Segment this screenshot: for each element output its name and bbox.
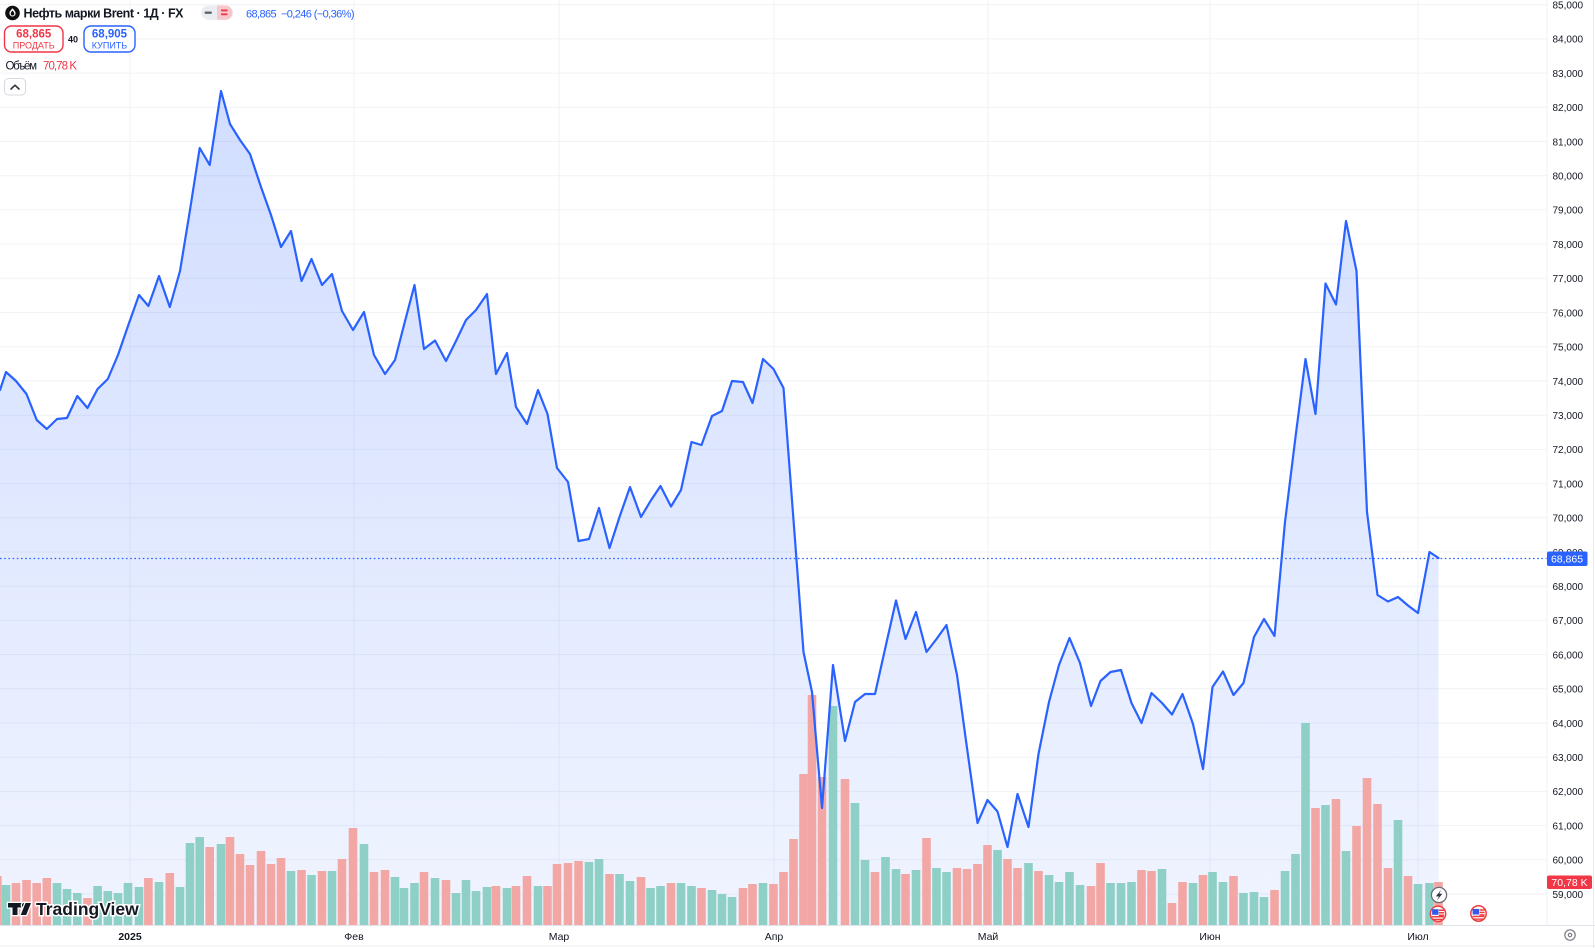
- svg-text:68,865: 68,865: [1551, 554, 1583, 566]
- svg-text:70,78 K: 70,78 K: [43, 61, 77, 73]
- svg-text:63,000: 63,000: [1553, 753, 1584, 764]
- svg-text:79,000: 79,000: [1553, 206, 1584, 217]
- svg-text:TradingView: TradingView: [36, 899, 139, 919]
- svg-text:82,000: 82,000: [1553, 103, 1584, 114]
- svg-text:68,865: 68,865: [16, 29, 52, 41]
- svg-text:62,000: 62,000: [1553, 787, 1584, 798]
- svg-text:Июл: Июл: [1407, 931, 1428, 943]
- svg-text:КУПИТЬ: КУПИТЬ: [92, 41, 127, 51]
- svg-text:84,000: 84,000: [1553, 35, 1584, 46]
- svg-text:83,000: 83,000: [1553, 69, 1584, 80]
- svg-text:Май: Май: [978, 931, 999, 943]
- svg-text:77,000: 77,000: [1553, 274, 1584, 285]
- svg-text:70,78 K: 70,78 K: [1551, 877, 1587, 889]
- svg-text:78,000: 78,000: [1553, 240, 1584, 251]
- svg-text:ПРОДАТЬ: ПРОДАТЬ: [13, 41, 55, 51]
- svg-text:71,000: 71,000: [1553, 479, 1584, 490]
- svg-text:60,000: 60,000: [1553, 856, 1584, 867]
- svg-text:68,000: 68,000: [1553, 582, 1584, 593]
- svg-text:Апр: Апр: [765, 931, 784, 943]
- svg-text:Нефть марки Brent · 1Д · FX: Нефть марки Brent · 1Д · FX: [24, 7, 185, 21]
- svg-text:Фев: Фев: [344, 931, 364, 943]
- svg-text:81,000: 81,000: [1553, 137, 1584, 148]
- svg-text:66,000: 66,000: [1553, 650, 1584, 661]
- svg-text:Объём: Объём: [6, 61, 38, 73]
- svg-text:74,000: 74,000: [1553, 377, 1584, 388]
- svg-text:80,000: 80,000: [1553, 172, 1584, 183]
- svg-text:68,865 −0,246 (−0,36%): 68,865 −0,246 (−0,36%): [246, 9, 355, 21]
- svg-text:Мар: Мар: [549, 931, 570, 943]
- svg-text:2025: 2025: [118, 931, 142, 943]
- svg-text:76,000: 76,000: [1553, 308, 1584, 319]
- svg-text:61,000: 61,000: [1553, 821, 1584, 832]
- svg-text:64,000: 64,000: [1553, 719, 1584, 730]
- svg-text:85,000: 85,000: [1553, 1, 1584, 12]
- svg-text:67,000: 67,000: [1553, 616, 1584, 627]
- svg-text:65,000: 65,000: [1553, 685, 1584, 696]
- svg-text:70,000: 70,000: [1553, 514, 1584, 525]
- svg-text:68,905: 68,905: [92, 29, 128, 41]
- svg-text:72,000: 72,000: [1553, 445, 1584, 456]
- svg-text:59,000: 59,000: [1553, 890, 1584, 901]
- svg-text:75,000: 75,000: [1553, 343, 1584, 354]
- svg-text:73,000: 73,000: [1553, 411, 1584, 422]
- svg-text:Июн: Июн: [1199, 931, 1220, 943]
- svg-text:40: 40: [68, 35, 78, 45]
